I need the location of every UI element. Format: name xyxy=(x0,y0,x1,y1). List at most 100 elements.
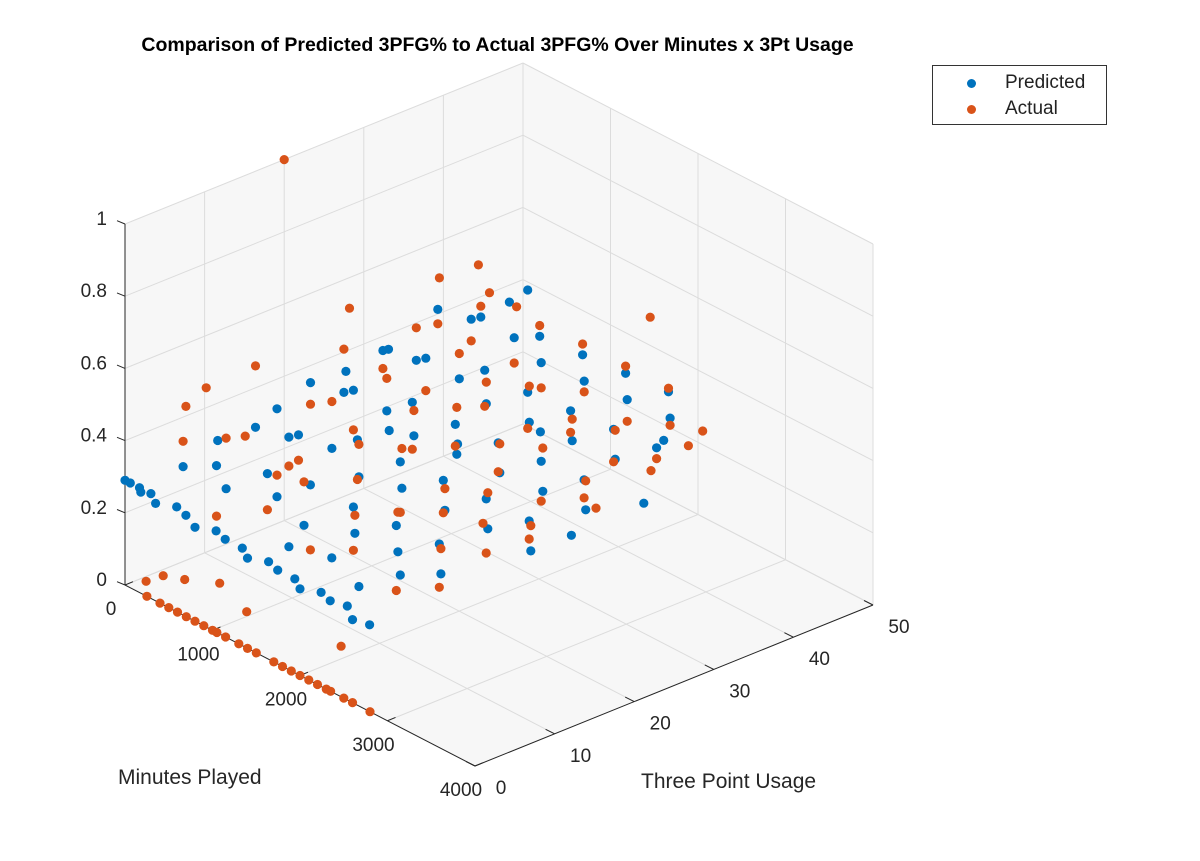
predicted-point xyxy=(397,483,407,493)
predicted-point xyxy=(509,333,519,343)
actual-point xyxy=(354,439,364,449)
predicted-point xyxy=(395,457,405,467)
chart-title: Comparison of Predicted 3PFG% to Actual … xyxy=(141,34,854,56)
actual-point xyxy=(434,582,444,592)
z-tick-label: 0.2 xyxy=(81,498,107,519)
z-grid-line xyxy=(124,134,524,297)
predicted-point xyxy=(433,304,443,314)
actual-point xyxy=(395,507,405,517)
z-tick xyxy=(116,436,126,442)
y-tick xyxy=(863,600,874,606)
predicted-point xyxy=(211,461,222,471)
y-tick-label: 10 xyxy=(570,746,591,767)
actual-point xyxy=(180,574,190,585)
actual-point xyxy=(155,598,165,608)
actual-point xyxy=(295,670,305,681)
predicted-point xyxy=(172,502,182,512)
predicted-point xyxy=(476,312,486,322)
predicted-point xyxy=(211,526,221,536)
predicted-point xyxy=(354,581,364,592)
predicted-point xyxy=(237,543,247,553)
predicted-point xyxy=(348,385,358,395)
actual-point xyxy=(365,707,375,717)
left-back-pane xyxy=(125,63,523,585)
predicted-point xyxy=(213,435,223,446)
actual-point xyxy=(481,548,491,558)
predicted-point xyxy=(391,520,401,531)
predicted-point xyxy=(504,297,514,307)
actual-point xyxy=(579,387,589,397)
y-tick xyxy=(704,664,715,670)
predicted-point xyxy=(538,486,548,496)
actual-point xyxy=(433,319,443,329)
actual-point xyxy=(284,461,294,471)
actual-point xyxy=(212,627,222,638)
y-tick-label: 40 xyxy=(809,649,830,670)
actual-point xyxy=(526,521,536,531)
actual-point xyxy=(305,399,316,409)
actual-point xyxy=(683,441,694,451)
legend-item-predicted[interactable]: Predicted xyxy=(933,71,1106,95)
predicted-point xyxy=(273,565,283,575)
predicted-point xyxy=(264,557,274,567)
predicted-point xyxy=(262,469,272,479)
x-grid-line xyxy=(212,468,611,631)
y-tick-label: 30 xyxy=(729,681,750,702)
z-grid-line xyxy=(522,134,874,317)
actual-point xyxy=(452,402,462,412)
tick-labels: 0 1000 2000 3000 4000 0 10 20 30 40 50 0 0.2 0.4 0.6 0.… xyxy=(81,209,910,801)
actual-point xyxy=(524,381,534,391)
predicted-point xyxy=(316,587,326,598)
predicted-point xyxy=(293,430,304,440)
actual-point xyxy=(621,361,631,371)
actual-point xyxy=(391,585,401,596)
z-tick-label: 0 xyxy=(96,570,107,591)
actual-point xyxy=(181,612,191,622)
predicted-point xyxy=(327,443,337,453)
predicted-point xyxy=(181,510,191,520)
predicted-point xyxy=(284,542,294,552)
x-tick-label: 1000 xyxy=(177,644,219,665)
actual-point xyxy=(567,414,577,424)
actual-point xyxy=(652,454,662,464)
legend[interactable]: Predicted Actual xyxy=(932,65,1107,125)
z-grid-line xyxy=(124,62,524,225)
actual-point xyxy=(221,632,231,642)
actual-point xyxy=(646,466,656,476)
actual-point xyxy=(698,426,708,436)
predicted-point xyxy=(178,462,188,472)
actual-point xyxy=(579,493,589,503)
predicted-point xyxy=(411,355,421,365)
actual-point xyxy=(566,427,576,437)
z-grid-line xyxy=(522,62,874,245)
actual-point xyxy=(409,405,419,416)
actual-point xyxy=(221,433,231,443)
actual-point xyxy=(350,510,360,520)
actual-point xyxy=(421,386,431,396)
actual-point xyxy=(164,603,174,613)
actual-point xyxy=(141,576,151,586)
actual-point xyxy=(511,302,522,312)
predicted-point xyxy=(407,397,417,407)
actual-point xyxy=(436,544,446,554)
predicted-point xyxy=(136,487,146,497)
predicted-point xyxy=(450,419,460,429)
actual-point xyxy=(312,679,323,690)
actual-point xyxy=(536,383,546,393)
predicted-point xyxy=(384,425,394,436)
actual-point xyxy=(262,505,272,515)
predicted-point xyxy=(567,436,577,446)
actual-point xyxy=(172,607,183,617)
actual-point xyxy=(438,508,448,518)
actual-point xyxy=(190,616,200,626)
actual-point xyxy=(523,423,533,433)
predicted-point xyxy=(325,596,335,606)
predicted-point xyxy=(347,615,358,625)
z-grid-line xyxy=(522,206,874,389)
actual-point xyxy=(397,443,407,454)
x-tick-label: 4000 xyxy=(440,780,482,801)
legend-item-actual[interactable]: Actual xyxy=(933,97,1106,121)
actual-point xyxy=(299,477,309,487)
predicted-point xyxy=(350,528,360,538)
